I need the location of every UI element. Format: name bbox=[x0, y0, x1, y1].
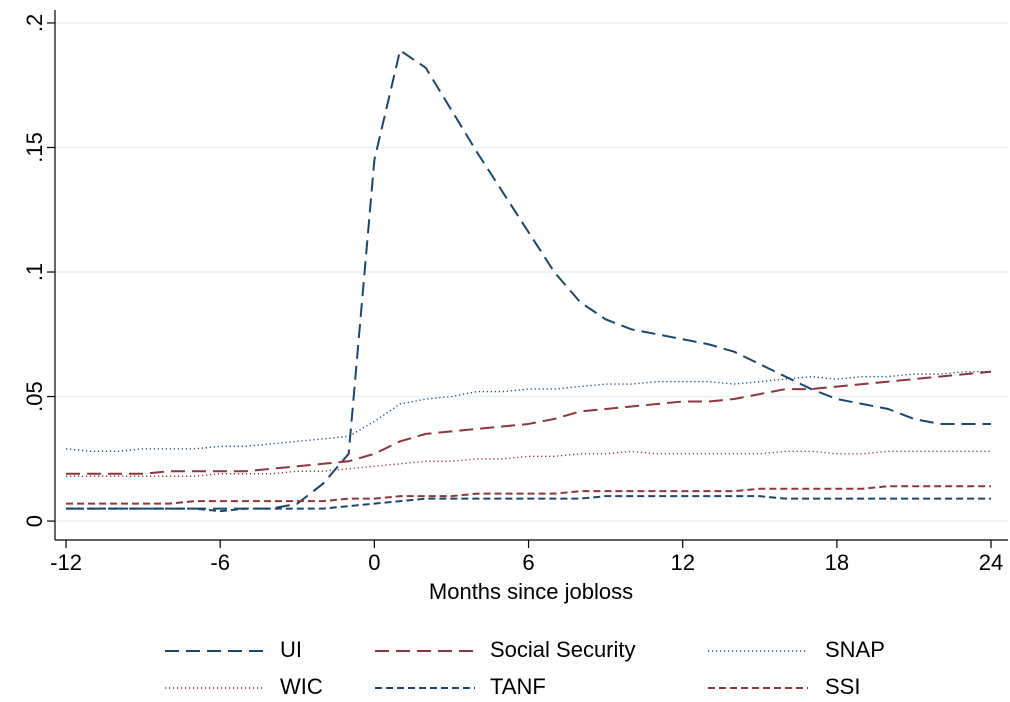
x-tick-label: 24 bbox=[979, 550, 1003, 575]
legend-label: WIC bbox=[280, 674, 323, 699]
x-tick-label: -12 bbox=[50, 550, 82, 575]
series-line bbox=[66, 370, 992, 475]
x-tick-label: 0 bbox=[368, 550, 380, 575]
x-tick-label: -6 bbox=[210, 550, 230, 575]
legend-label: SSI bbox=[825, 674, 860, 699]
x-tick-label: 18 bbox=[825, 550, 849, 575]
series-line bbox=[66, 48, 992, 510]
series-line bbox=[66, 495, 992, 513]
y-tick-label: .05 bbox=[22, 381, 47, 412]
series-line bbox=[66, 485, 992, 505]
legend-label: UI bbox=[280, 637, 302, 662]
x-tick-label: 12 bbox=[670, 550, 694, 575]
legend-label: TANF bbox=[490, 674, 546, 699]
x-tick-label: 6 bbox=[522, 550, 534, 575]
y-tick-label: 0 bbox=[22, 515, 47, 527]
x-axis-label: Months since jobloss bbox=[429, 579, 633, 604]
y-tick-label: .1 bbox=[22, 263, 47, 281]
legend-label: SNAP bbox=[825, 637, 885, 662]
y-tick-label: .15 bbox=[22, 132, 47, 163]
legend-label: Social Security bbox=[490, 637, 636, 662]
y-tick-label: .2 bbox=[22, 14, 47, 32]
series-line bbox=[66, 450, 992, 477]
